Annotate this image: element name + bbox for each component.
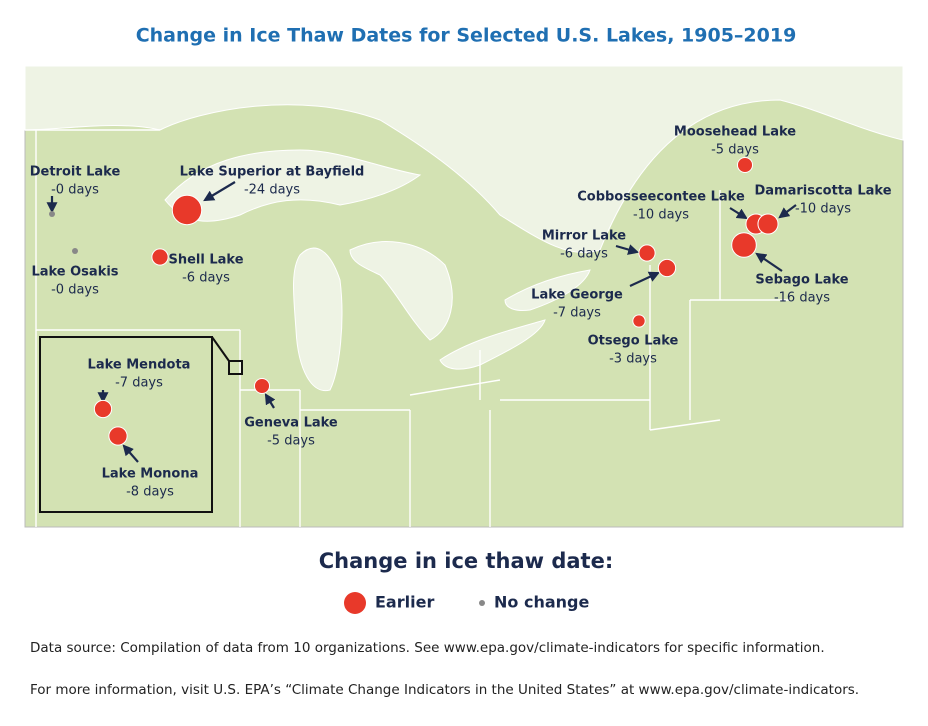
lake-name: Shell Lake [168, 253, 243, 268]
arrow [629, 271, 660, 287]
lake-dot [638, 244, 656, 262]
lake-dot [171, 194, 203, 226]
legend-swatch [479, 600, 485, 606]
legend-title: Change in ice thaw date: [319, 549, 613, 573]
arrow [755, 252, 783, 272]
lake-change: -3 days [609, 352, 657, 367]
lake-name: Lake Superior at Bayfield [180, 165, 365, 180]
lake-change: -7 days [553, 306, 601, 321]
arrow [203, 181, 236, 202]
arrow [122, 444, 139, 463]
lake-change: -5 days [267, 434, 315, 449]
lake-change: -10 days [795, 202, 851, 217]
lake-name: Damariscotta Lake [754, 184, 891, 199]
legend-label: Earlier [375, 593, 434, 612]
lake-name: Lake Mendota [88, 358, 191, 373]
lake-change: -24 days [244, 183, 300, 198]
lake-name: Moosehead Lake [674, 125, 796, 140]
lake-change: -6 days [182, 271, 230, 286]
lake-change: -0 days [51, 183, 99, 198]
lake-change: -0 days [51, 283, 99, 298]
arrow [615, 244, 640, 255]
arrow [778, 204, 797, 219]
lake-dot [731, 232, 757, 258]
lake-change: -16 days [774, 291, 830, 306]
lake-name: Lake Osakis [31, 265, 118, 280]
lake-name: Lake George [531, 288, 623, 303]
lake-dot [736, 156, 754, 174]
basemap [24, 65, 904, 528]
arrow [264, 393, 276, 409]
lake-change: -8 days [126, 485, 174, 500]
lake-name: Lake Monona [102, 467, 199, 482]
lake-name: Otsego Lake [588, 334, 679, 349]
lake-dot [757, 213, 779, 235]
lake-change: -5 days [711, 143, 759, 158]
lake-name: Detroit Lake [30, 165, 121, 180]
lake-change: -6 days [560, 247, 608, 262]
lake-dot [72, 248, 78, 254]
lake-name: Mirror Lake [542, 229, 626, 244]
title: Change in Ice Thaw Dates for Selected U.… [136, 25, 797, 47]
footer-more: For more information, visit U.S. EPA’s “… [30, 682, 859, 698]
lake-name: Geneva Lake [244, 416, 338, 431]
lake-dot [632, 314, 646, 328]
lake-name: Sebago Lake [755, 273, 848, 288]
lake-dot [253, 377, 271, 395]
legend-swatch [344, 592, 366, 614]
legend-label: No change [494, 593, 589, 612]
lake-dot [93, 399, 113, 419]
lake-dot [657, 258, 677, 278]
lake-name: Cobbosseecontee Lake [577, 190, 745, 205]
lake-change: -7 days [115, 376, 163, 391]
lake-change: -10 days [633, 208, 689, 223]
lake-dot [49, 211, 55, 217]
lake-dot [151, 248, 169, 266]
arrow [729, 207, 748, 220]
footer-source: Data source: Compilation of data from 10… [30, 640, 825, 656]
lake-dot [108, 426, 128, 446]
